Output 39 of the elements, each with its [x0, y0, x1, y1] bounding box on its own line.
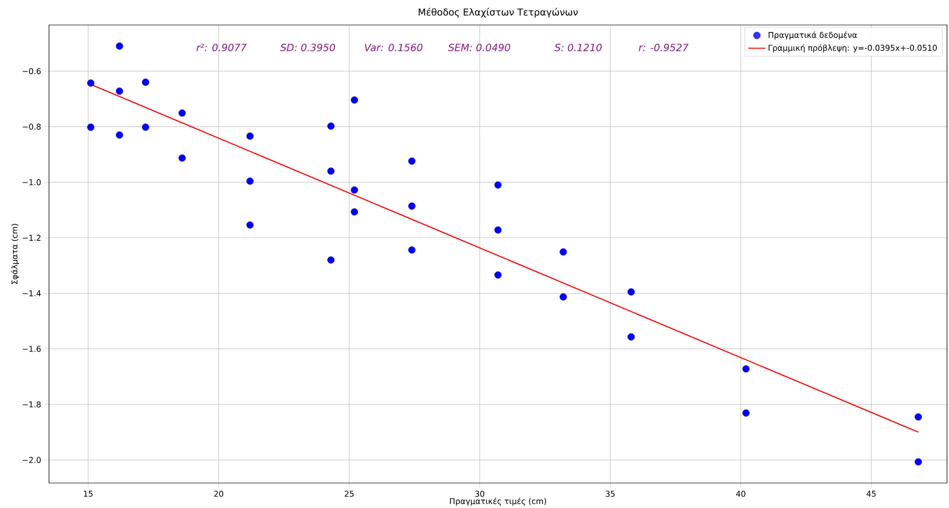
point — [350, 186, 358, 194]
point — [408, 157, 416, 165]
point — [408, 202, 416, 210]
point — [494, 181, 502, 189]
point — [327, 256, 335, 264]
annotation: r²: 0.9077 — [196, 44, 247, 52]
point — [494, 226, 502, 234]
annotation: r: -0.9527 — [638, 44, 688, 52]
annotation: S: 0.1210 — [554, 44, 602, 52]
point — [914, 413, 922, 420]
point — [116, 88, 124, 95]
point — [142, 124, 150, 131]
point — [350, 208, 358, 216]
point — [246, 177, 254, 185]
point — [327, 167, 335, 175]
point — [560, 248, 567, 256]
point — [178, 154, 186, 162]
point — [116, 131, 124, 139]
point — [178, 109, 186, 117]
annotation: SEM: 0.0490 — [448, 44, 510, 52]
point — [246, 132, 254, 140]
point — [142, 78, 150, 86]
point — [742, 409, 750, 417]
point — [628, 288, 635, 296]
point — [914, 458, 922, 466]
annotation: SD: 0.3950 — [280, 44, 336, 52]
point — [116, 42, 124, 50]
chart-title: Μέθοδος Ελαχίστων Τετραγώνων — [418, 8, 578, 18]
point — [327, 122, 335, 130]
point — [408, 246, 416, 254]
annotation: Var: 0.1560 — [364, 44, 422, 52]
point — [742, 365, 750, 372]
point — [560, 293, 567, 301]
point — [350, 96, 358, 104]
point — [87, 124, 94, 131]
point — [628, 333, 635, 341]
point — [494, 271, 502, 279]
point — [246, 221, 254, 229]
point — [87, 79, 94, 87]
